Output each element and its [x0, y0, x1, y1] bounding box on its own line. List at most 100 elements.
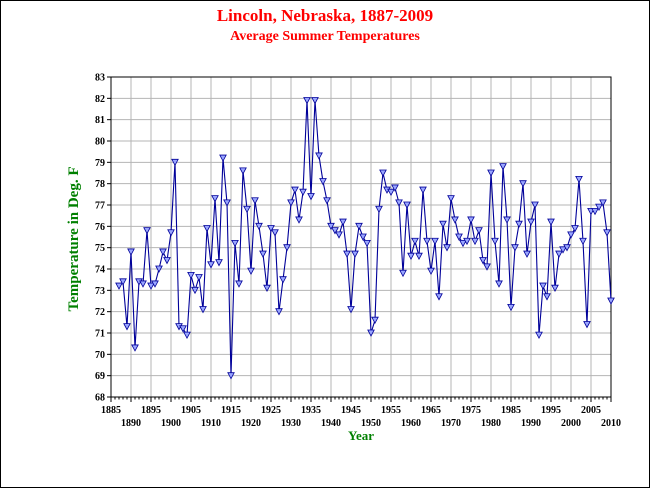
data-point [591, 207, 599, 216]
y-tick-label: 83 [95, 73, 105, 84]
x-tick-label: 1990 [521, 418, 541, 429]
data-point [607, 297, 615, 305]
data-point [431, 237, 439, 246]
data-point [523, 250, 531, 258]
data-point [195, 274, 203, 282]
x-tick-label: 2005 [581, 405, 601, 416]
data-point [447, 195, 455, 203]
data-point [335, 231, 343, 239]
y-tick-label: 79 [95, 158, 105, 169]
data-point [471, 237, 479, 246]
data-point [323, 197, 331, 205]
data-point [395, 199, 403, 207]
data-point [243, 205, 251, 214]
data-point [579, 237, 587, 246]
y-tick-label: 72 [95, 307, 105, 318]
data-point [227, 372, 235, 380]
data-point [571, 225, 579, 233]
data-point [235, 280, 243, 288]
data-point [519, 180, 527, 188]
y-axis-title: Temperature in Deg. F [66, 167, 82, 312]
x-tick-label: 1935 [301, 405, 321, 416]
data-point [603, 229, 611, 237]
data-point [147, 282, 155, 290]
data-point [319, 178, 327, 186]
x-tick-label: 1910 [201, 418, 221, 429]
data-point [155, 265, 163, 273]
data-point [355, 222, 363, 231]
data-point [427, 267, 435, 275]
data-point [183, 331, 191, 339]
data-point [503, 216, 511, 224]
data-point [539, 282, 547, 290]
data-point [367, 329, 375, 337]
data-point [223, 199, 231, 207]
data-point [511, 244, 519, 252]
data-point [403, 201, 411, 209]
data-point [131, 344, 139, 352]
x-axis: 1885 1895 1905 1915 1925 1935 1945 1955 1965 1975… [101, 397, 621, 429]
data-point [507, 303, 515, 312]
data-point [327, 222, 335, 231]
y-tick-label: 69 [95, 371, 105, 382]
data-point [251, 197, 259, 205]
data-point [351, 250, 359, 258]
y-tick-label: 71 [95, 329, 105, 340]
data-point [179, 325, 187, 333]
data-point [411, 237, 419, 246]
x-tick-label: 1985 [501, 405, 521, 416]
data-point [551, 284, 559, 293]
data-point [115, 282, 123, 290]
grid-lines [110, 76, 612, 398]
x-tick-label: 1980 [481, 418, 501, 429]
y-tick-label: 82 [95, 94, 105, 105]
data-point [499, 163, 507, 171]
data-point [407, 252, 415, 261]
x-tick-label: 1965 [421, 405, 441, 416]
data-point [555, 250, 563, 258]
data-point [159, 248, 167, 256]
data-point [387, 188, 395, 197]
data-point [391, 184, 399, 192]
y-tick-label: 80 [95, 137, 105, 148]
y-tick-label: 76 [95, 222, 105, 233]
data-point [379, 169, 387, 177]
data-point [455, 233, 463, 241]
data-point [475, 227, 483, 235]
data-point [479, 257, 487, 265]
data-point [263, 284, 271, 293]
data-point [495, 280, 503, 288]
data-point [247, 267, 255, 275]
data-point [211, 195, 219, 203]
data-point [239, 167, 247, 175]
chart-subtitle: Average Summer Temperatures [230, 29, 420, 44]
data-point [283, 244, 291, 252]
data-point [271, 229, 279, 237]
chart-title: Lincoln, Nebraska, 1887-2009 [217, 6, 433, 25]
data-point [415, 252, 423, 261]
data-point [459, 239, 467, 248]
data-point [287, 199, 295, 207]
y-tick-label: 81 [95, 115, 105, 126]
data-point [127, 248, 135, 256]
y-tick-label: 74 [95, 265, 105, 276]
data-point [359, 233, 367, 241]
data-point [439, 220, 447, 229]
data-point [171, 158, 179, 167]
data-point [339, 218, 347, 226]
x-axis-title: Year [348, 428, 374, 443]
data-point [451, 216, 459, 224]
x-tick-label: 1940 [321, 418, 341, 429]
data-point [575, 175, 583, 184]
data-point [423, 237, 431, 246]
data-point [163, 257, 171, 265]
data-point [543, 293, 551, 301]
x-tick-label: 1955 [381, 405, 401, 416]
data-point [139, 280, 147, 288]
x-tick-label: 1950 [361, 418, 381, 429]
y-tick-label: 77 [95, 201, 105, 212]
x-tick-label: 1930 [281, 418, 301, 429]
data-point [347, 306, 355, 314]
data-point [167, 229, 175, 237]
